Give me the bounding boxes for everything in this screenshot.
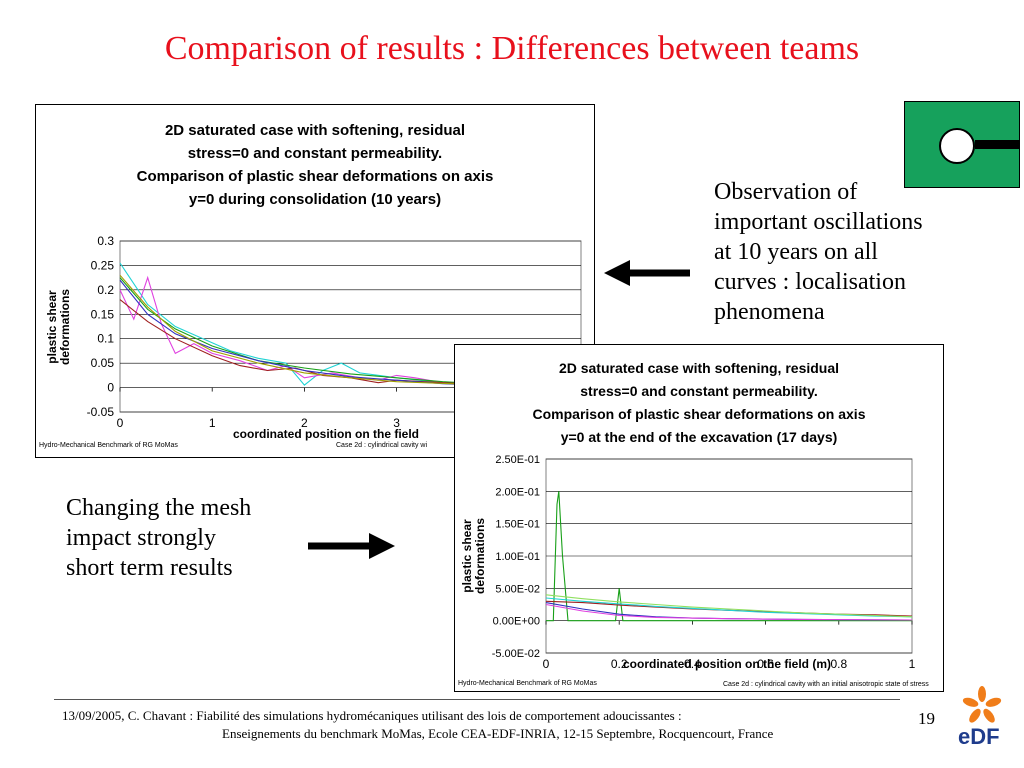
x-axis-label: coordinated position on the field (m) [623,657,831,671]
y-tick-label: 5.00E-02 [495,583,540,595]
y-tick-label: 0.2 [97,283,114,297]
y-axis-label-line: deformations [58,289,72,365]
x-tick-label: 0.2 [611,657,628,671]
mesh-line: impact strongly [66,525,216,551]
x-tick-label: 1 [909,657,916,671]
edf-logo: eDF [952,684,1012,764]
x-tick-label: 0.6 [757,657,774,671]
x-tick-label: 2 [301,416,308,430]
mesh-line: short term results [66,555,233,581]
x-tick-label: 0.4 [684,657,701,671]
x-tick-label: 3 [393,416,400,430]
series-line [545,594,913,618]
y-axis-label-line: deformations [473,518,487,594]
chart-1-title-line: Comparison of plastic shear deformations… [136,168,494,185]
chart-1-footer-right: Case 2d : cylindrical cavity wi [336,442,428,449]
x-tick-label: 0 [543,657,550,671]
bar-icon [975,140,1019,149]
y-axis-label-line: plastic shear [460,519,474,593]
slide-title: Comparison of results : Differences betw… [164,30,860,67]
y-tick-label: 0.25 [91,258,115,272]
y-tick-label: 2.00E-01 [495,486,540,498]
x-axis-label: coordinated position on the field [233,427,419,441]
y-tick-label: 0.05 [91,356,115,370]
observation-line: Observation of [714,179,858,205]
y-tick-label: 1.50E-01 [495,519,540,531]
mesh-text: Changing the mesh impact strongly short … [66,493,251,583]
series-line [545,597,913,618]
observation-line: important oscillations [714,209,923,235]
edf-flower-icon [962,686,1002,723]
page-number: 19 [918,709,935,728]
x-tick-label: 0.8 [830,657,847,671]
y-tick-label: 2.50E-01 [495,454,540,466]
edf-logo-text: eDF [958,724,1000,749]
y-tick-label: 0 [107,381,114,395]
y-tick-label: 0.3 [97,234,114,248]
observation-line: at 10 years on all [714,239,878,265]
chart-2-title-line: Comparison of plastic shear deformations… [532,406,866,422]
chart-1-title: 2D saturated case with softening, residu… [36,119,594,211]
series-line [545,603,913,621]
y-tick-label: 0.00E+00 [493,616,540,628]
footer-divider [54,699,900,700]
y-tick-label: 0.15 [91,307,115,321]
right-arrow-icon [308,533,395,559]
mesh-line: Changing the mesh [66,495,252,521]
y-tick-label: -0.05 [87,405,115,419]
circle-node-icon [904,101,1020,188]
circle-icon [939,128,975,164]
chart-1-title-line: 2D saturated case with softening, residu… [164,122,466,139]
observation-line: phenomena [714,299,825,325]
x-tick-label: 1 [209,416,216,430]
chart-2-footer-right: Case 2d : cylindrical cavity with an ini… [723,681,929,688]
x-tick-label: 0 [117,416,124,430]
y-axis-label-line: plastic shear [45,290,59,364]
y-tick-label: 1.00E-01 [495,551,540,563]
chart-2-title-line: y=0 at the end of the excavation (17 day… [560,429,838,445]
chart-1-footer-left: Hydro-Mechanical Benchmark of RG MoMas [39,442,178,449]
y-tick-label: 0.1 [97,332,114,346]
chart-1-title-line: y=0 during consolidation (10 years) [188,191,442,208]
chart-2-title: 2D saturated case with softening, residu… [455,357,943,449]
chart-excavation: 2D saturated case with softening, residu… [454,344,944,692]
left-arrow-icon [604,260,690,286]
chart-2-plot: 2.50E-01 2.00E-01 1.50E-01 1.00E-01 5.00E-02… [460,454,916,671]
y-tick-label: -5.00E-02 [492,648,540,660]
footer-line-1: 13/09/2005, C. Chavant : Fiabilité des s… [62,708,682,723]
observation-line: curves : localisation [714,269,906,295]
chart-1-title-line: stress=0 and constant permeability. [187,145,443,162]
chart-2-title-line: stress=0 and constant permeability. [580,383,818,399]
series-line [119,299,582,388]
observation-text: Observation of important oscillations at… [714,177,923,327]
chart-2-footer-left: Hydro-Mechanical Benchmark of RG MoMas [458,680,597,687]
footer-line-2: Enseignements du benchmark MoMas, Ecole … [222,726,774,741]
chart-2-title-line: 2D saturated case with softening, residu… [558,360,840,376]
series-line [119,274,582,388]
